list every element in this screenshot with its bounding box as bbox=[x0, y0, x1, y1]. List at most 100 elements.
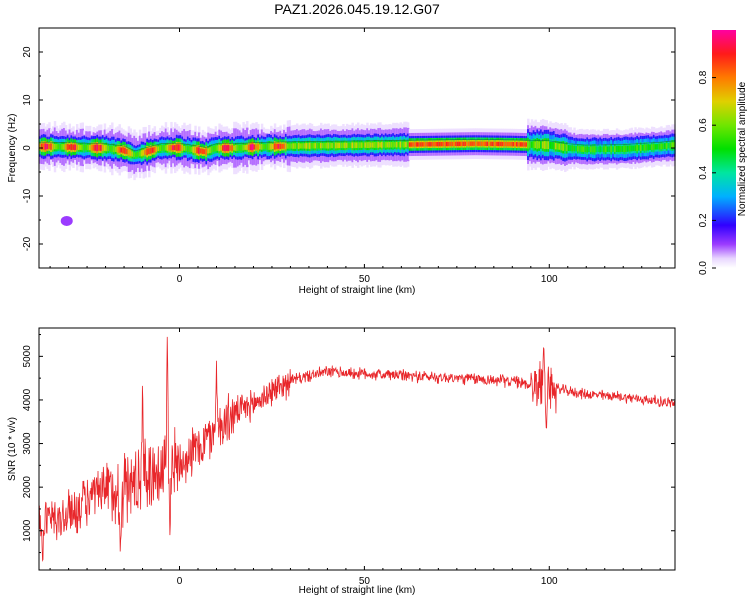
spectrogram-cell bbox=[64, 144, 68, 150]
spectrogram-cell bbox=[554, 142, 558, 150]
spectrogram-cell bbox=[377, 142, 380, 148]
spectrogram-cell bbox=[244, 145, 247, 150]
spectrogram-cell bbox=[528, 141, 532, 148]
spectrogram-cell bbox=[606, 146, 610, 152]
spectrogram-cell bbox=[196, 147, 199, 154]
spectrogram-cell bbox=[179, 144, 182, 151]
spectrogram-cell bbox=[188, 146, 192, 152]
colorbar-tick-label: 0.4 bbox=[698, 165, 709, 179]
spectrogram-cell bbox=[227, 144, 231, 152]
spectrogram-cell bbox=[249, 144, 253, 150]
spectrogram-cell bbox=[460, 141, 463, 147]
spectrogram-cell bbox=[369, 142, 373, 148]
spectrogram-cell bbox=[652, 143, 656, 151]
spectrogram-cell bbox=[247, 144, 251, 151]
spectrogram-cell bbox=[373, 142, 377, 148]
colorbar-tick-label: 0.2 bbox=[698, 213, 709, 227]
spectrogram-cell bbox=[353, 142, 356, 149]
spectrogram-cell bbox=[591, 146, 595, 153]
snr-y-tick-label: 2000 bbox=[22, 476, 33, 499]
spectrogram-cell bbox=[418, 142, 421, 147]
spectrogram-cell bbox=[589, 146, 593, 153]
spectrogram-cell bbox=[214, 145, 218, 152]
spectrogram-cell bbox=[345, 142, 349, 148]
spectrogram-cell bbox=[142, 149, 145, 156]
spectrogram-cell bbox=[381, 141, 384, 148]
spectrogram-cell bbox=[253, 144, 256, 150]
spectrogram-cell bbox=[92, 144, 96, 151]
spectrogram-cell bbox=[366, 142, 369, 149]
snr-x-tick-label: 100 bbox=[541, 576, 558, 587]
spectrogram-cell bbox=[85, 144, 88, 151]
spectrogram-cell bbox=[292, 143, 295, 149]
spectrogram-cell bbox=[599, 146, 602, 153]
spectrogram-cell bbox=[183, 145, 186, 151]
spectrogram-blob bbox=[60, 215, 73, 226]
spectrogram-cell bbox=[59, 144, 62, 150]
spectrogram-cell bbox=[632, 145, 635, 152]
spectrogram-cell bbox=[251, 143, 255, 151]
spectrogram-x-tick-label: 100 bbox=[541, 274, 558, 285]
spectrogram-cell bbox=[667, 143, 671, 149]
spectrogram-cell bbox=[608, 146, 611, 152]
spectrogram-cell bbox=[135, 152, 138, 158]
spectrogram-cell bbox=[464, 141, 467, 146]
spectrogram-cell bbox=[484, 141, 488, 146]
spectrogram-cell bbox=[329, 142, 332, 149]
spectrogram-cell bbox=[270, 143, 273, 150]
spectrogram-cell bbox=[66, 143, 70, 151]
spectrogram-cell bbox=[124, 147, 127, 154]
spectrogram-cell bbox=[114, 146, 118, 152]
spectrogram-cell bbox=[234, 145, 238, 151]
spectrogram-cell bbox=[543, 141, 547, 149]
spectrogram-cell bbox=[662, 143, 665, 150]
spectrogram-cell bbox=[122, 147, 125, 154]
spectrogram-cell bbox=[266, 143, 269, 150]
spectrogram-cell bbox=[295, 143, 299, 149]
spectrogram-cell bbox=[432, 142, 436, 147]
spectrogram-cell bbox=[665, 143, 669, 149]
spectrogram-cell bbox=[63, 144, 66, 150]
spectrogram-cell bbox=[569, 145, 573, 152]
spectrogram-cell bbox=[427, 142, 430, 147]
spectrogram-cell bbox=[233, 145, 236, 151]
snr-panel: 0 50 100 1000 2000 3000 4000 5000 Height of st… bbox=[7, 327, 676, 596]
chart-title: PAZ1.2026.045.19.12.G07 bbox=[274, 1, 440, 17]
spectrogram-cell bbox=[488, 141, 491, 147]
spectrogram-cell bbox=[159, 145, 162, 152]
spectrogram-cell bbox=[530, 141, 534, 148]
spectrogram-cell bbox=[301, 143, 304, 149]
spectrogram-cell bbox=[615, 146, 619, 153]
spectrogram-cell bbox=[209, 147, 212, 154]
spectrogram-cell bbox=[516, 142, 519, 147]
spectrogram-cell bbox=[323, 142, 327, 149]
spectrogram-cell bbox=[408, 142, 412, 147]
spectrogram-cell bbox=[549, 141, 552, 149]
spectrogram-cell bbox=[153, 146, 157, 153]
spectrogram-cell bbox=[565, 144, 569, 152]
spectrogram-cell bbox=[647, 144, 650, 151]
spectrogram-cell bbox=[349, 142, 353, 148]
spectrogram-cell bbox=[81, 144, 84, 151]
spectrogram-cell bbox=[564, 143, 567, 152]
spectrogram-cell bbox=[112, 145, 116, 153]
spectrogram-cell bbox=[571, 145, 574, 152]
spectrogram-cell bbox=[613, 146, 617, 152]
spectrogram-cell bbox=[654, 144, 658, 150]
spectrogram-cell bbox=[395, 141, 399, 148]
spectrogram-cell bbox=[355, 142, 358, 148]
spectrogram-cell bbox=[371, 142, 375, 148]
spectrogram-cell bbox=[512, 142, 515, 147]
spectrogram-cell bbox=[101, 144, 105, 152]
spectrogram-cell bbox=[360, 142, 364, 148]
spectrogram-cell bbox=[236, 144, 240, 151]
spectrogram-cell bbox=[577, 146, 580, 152]
spectrogram-cell bbox=[466, 141, 469, 146]
spectrogram-cell bbox=[40, 143, 44, 150]
spectrogram-cell bbox=[297, 143, 301, 149]
snr-y-tick-label: 1000 bbox=[22, 519, 33, 542]
spectrogram-cell bbox=[275, 143, 279, 150]
spectrogram-cell bbox=[617, 145, 621, 153]
spectrogram-cell bbox=[639, 144, 643, 151]
